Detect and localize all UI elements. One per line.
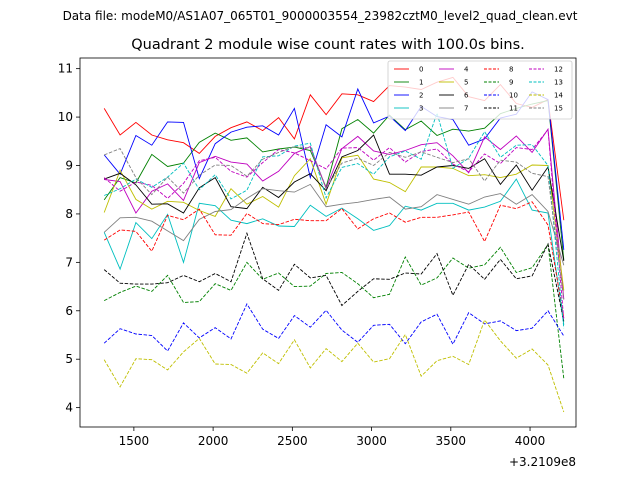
legend-label-2: 2 (419, 92, 423, 100)
series-line-14 (103, 319, 565, 413)
legend-label-15: 15 (554, 105, 563, 113)
series-line-7 (103, 183, 565, 266)
legend-label-11: 11 (509, 105, 518, 113)
y-tick-label: 4 (65, 401, 73, 415)
series-line-15 (104, 146, 565, 300)
series-line-4 (104, 127, 565, 300)
x-tick-label: 3000 (356, 434, 387, 448)
legend-box (387, 60, 573, 120)
series-line-6 (104, 134, 565, 261)
legend-label-9: 9 (509, 79, 513, 87)
legend-label-10: 10 (509, 92, 518, 100)
y-axis: 4 5 6 7 8 9 10 11 (58, 62, 80, 415)
legend-label-6: 6 (464, 92, 469, 100)
legend-label-7: 7 (464, 105, 468, 113)
legend-label-5: 5 (464, 79, 468, 87)
chart-suptitle: Data file: modeM0/AS1A07_065T01_90000035… (63, 9, 578, 23)
y-tick-label: 5 (65, 352, 73, 366)
legend-label-0: 0 (419, 66, 423, 74)
x-tick-label: 1500 (119, 434, 150, 448)
legend-label-1: 1 (419, 79, 423, 87)
plot-frame (79, 57, 577, 428)
legend-label-12: 12 (554, 66, 563, 74)
series-line-10 (103, 303, 565, 352)
y-tick-label: 7 (65, 255, 73, 269)
x-tick-label: 2500 (277, 434, 308, 448)
x-tick-label: 4000 (515, 434, 546, 448)
series-line-12 (103, 128, 565, 321)
series-layer (103, 76, 565, 413)
y-tick-label: 10 (58, 110, 73, 124)
legend-label-4: 4 (464, 66, 469, 74)
y-tick-label: 11 (58, 62, 73, 76)
y-tick-label: 9 (65, 159, 73, 173)
x-axis: 1500 2000 2500 3000 3500 4000 (119, 427, 546, 448)
series-line-8 (103, 201, 565, 319)
x-tick-label: 3500 (436, 434, 467, 448)
x-tick-label: 2000 (198, 434, 229, 448)
x-offset-label: +3.2109e8 (509, 455, 576, 469)
chart-title: Quadrant 2 module wise count rates with … (131, 37, 525, 53)
legend-label-14: 14 (554, 92, 563, 100)
series-line-5 (103, 154, 565, 291)
legend-label-8: 8 (509, 66, 513, 74)
series-line-11 (103, 231, 565, 322)
y-tick-label: 6 (65, 304, 73, 318)
legend-label-3: 3 (419, 105, 423, 113)
legend-label-13: 13 (554, 79, 563, 87)
series-line-2 (103, 87, 565, 250)
series-line-9 (103, 243, 565, 379)
series-line-3 (103, 178, 565, 325)
series-line-13 (104, 111, 565, 329)
y-tick-label: 8 (65, 207, 73, 221)
